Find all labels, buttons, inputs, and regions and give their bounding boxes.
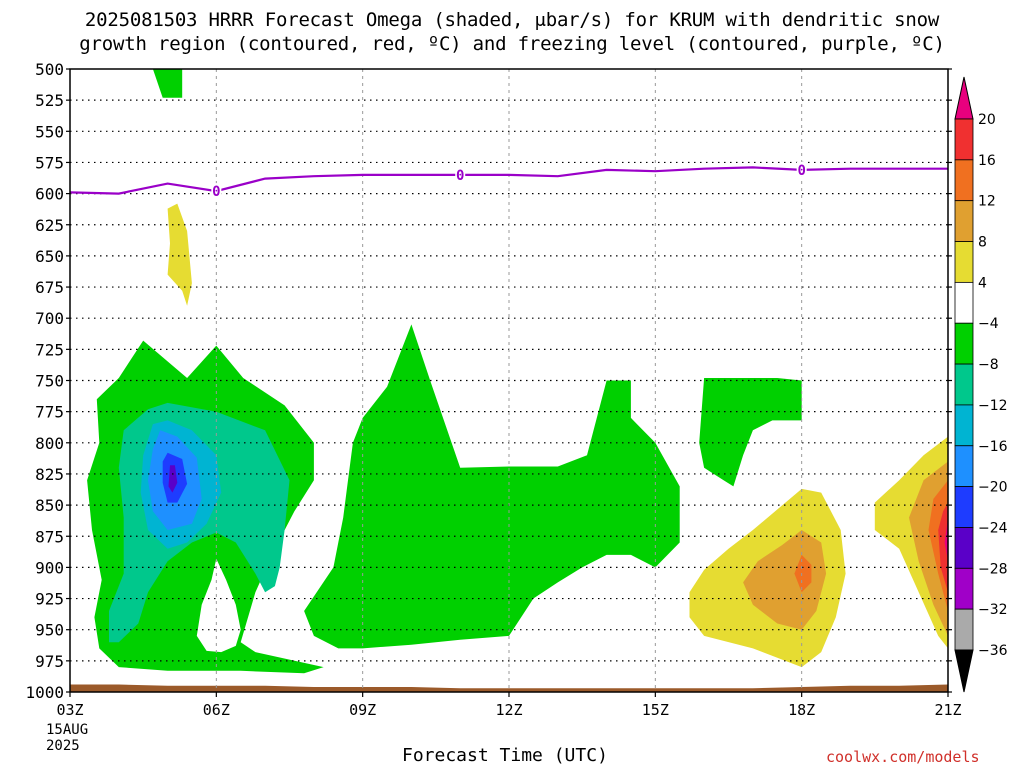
colorbar-label: 20 bbox=[978, 112, 996, 128]
y-tick-label: 525 bbox=[35, 91, 64, 110]
colorbar-label: 12 bbox=[978, 194, 996, 210]
x-tick-label: 21Z bbox=[934, 701, 961, 719]
chart-title: 2025081503 HRRR Forecast Omega (shaded, … bbox=[0, 8, 1024, 56]
y-tick-label: 800 bbox=[35, 434, 64, 453]
y-tick-label: 850 bbox=[35, 496, 64, 515]
colorbar-band bbox=[954, 445, 974, 488]
colorbar-label: −16 bbox=[978, 439, 1008, 455]
title-line-2: growth region (contoured, red, ºC) and f… bbox=[79, 33, 945, 55]
date-label: 15AUG 2025 bbox=[46, 722, 88, 754]
y-tick-label: 725 bbox=[35, 340, 64, 359]
colorbar-band bbox=[954, 241, 974, 283]
colorbar-band bbox=[954, 486, 974, 528]
y-tick-label: 1000 bbox=[25, 683, 64, 702]
colorbar: 20 16 12 8 4 −4 −8 −12 −16 −20 −24 −28 −32 −36 bbox=[954, 76, 1008, 693]
colorbar-band bbox=[954, 404, 974, 447]
date-day: 15AUG bbox=[46, 722, 89, 738]
colorbar-band bbox=[954, 322, 974, 365]
source-credit: coolwx.com/models bbox=[826, 748, 980, 766]
x-tick-label: 18Z bbox=[788, 701, 815, 719]
region-violet-left bbox=[168, 465, 178, 493]
grid-lines bbox=[70, 69, 948, 692]
colorbar-band bbox=[954, 608, 974, 651]
freezing-level-contour: 0 0 0 bbox=[69, 161, 948, 200]
y-tick-label: 975 bbox=[35, 652, 64, 671]
y-tick-label: 675 bbox=[35, 278, 64, 297]
y-tick-label: 500 bbox=[35, 60, 64, 79]
terrain-fill bbox=[70, 684, 948, 692]
colorbar-band bbox=[954, 200, 974, 242]
freezing-level-label-bg bbox=[211, 183, 222, 199]
colorbar-band bbox=[954, 527, 974, 569]
y-axis-ticks: 500 525 550 575 600 625 650 675 700 725 750 775 800 8… bbox=[25, 60, 952, 702]
x-tick-label: 12Z bbox=[495, 701, 522, 719]
colorbar-label: −8 bbox=[978, 357, 999, 373]
y-tick-label: 575 bbox=[35, 153, 64, 172]
freezing-level-label: 0 bbox=[212, 184, 220, 200]
region-magenta-edge bbox=[944, 517, 948, 562]
title-line-1: 2025081503 HRRR Forecast Omega (shaded, … bbox=[84, 9, 940, 31]
x-tick-label: 09Z bbox=[349, 701, 376, 719]
region-green-mid bbox=[304, 324, 680, 649]
region-green-right bbox=[699, 378, 802, 487]
y-tick-label: 950 bbox=[35, 621, 64, 640]
colorbar-band bbox=[954, 363, 974, 406]
freezing-level-label-bg bbox=[455, 166, 466, 182]
colorbar-label: −24 bbox=[978, 520, 1008, 536]
region-orange-right bbox=[743, 530, 827, 630]
colorbar-label: −28 bbox=[978, 561, 1008, 577]
colorbar-band bbox=[954, 118, 974, 161]
freezing-level-label: 0 bbox=[797, 163, 805, 179]
freezing-level-label: 0 bbox=[456, 168, 464, 184]
colorbar-label: 8 bbox=[978, 235, 987, 251]
colorbar-label: −20 bbox=[978, 480, 1008, 496]
y-tick-label: 900 bbox=[35, 558, 64, 577]
omega-shaded-regions bbox=[87, 69, 948, 674]
region-orange2-right bbox=[794, 554, 812, 593]
region-white-hole bbox=[196, 558, 241, 653]
colorbar-top-arrow bbox=[954, 76, 974, 120]
colorbar-label: 16 bbox=[978, 153, 996, 169]
y-tick-label: 700 bbox=[35, 309, 64, 328]
y-tick-label: 600 bbox=[35, 185, 64, 204]
region-red-edge bbox=[938, 502, 948, 593]
x-tick-label: 03Z bbox=[56, 701, 83, 719]
colorbar-label: −12 bbox=[978, 398, 1008, 414]
y-tick-label: 925 bbox=[35, 590, 64, 609]
y-tick-label: 875 bbox=[35, 527, 64, 546]
x-tick-label: 15Z bbox=[642, 701, 669, 719]
colorbar-band bbox=[954, 281, 974, 324]
x-axis-label: Forecast Time (UTC) bbox=[402, 745, 608, 766]
date-year: 2025 bbox=[46, 738, 80, 754]
region-yellow-mid bbox=[167, 203, 192, 306]
y-tick-label: 550 bbox=[35, 122, 64, 141]
y-tick-label: 625 bbox=[35, 216, 64, 235]
region-green-top bbox=[152, 69, 183, 98]
y-tick-label: 650 bbox=[35, 247, 64, 266]
x-tick-label: 06Z bbox=[203, 701, 230, 719]
y-tick-label: 750 bbox=[35, 372, 64, 391]
colorbar-band bbox=[954, 567, 974, 610]
y-tick-label: 775 bbox=[35, 403, 64, 422]
colorbar-label: −36 bbox=[978, 643, 1008, 659]
terrain-surface bbox=[70, 684, 948, 692]
y-tick-label: 825 bbox=[35, 465, 64, 484]
freezing-level-label-bg bbox=[796, 161, 807, 177]
colorbar-band bbox=[954, 159, 974, 202]
colorbar-label: −32 bbox=[978, 602, 1008, 618]
x-axis-ticks: 03Z 06Z 09Z 12Z 15Z 18Z 21Z bbox=[56, 692, 962, 719]
colorbar-bottom-arrow bbox=[954, 649, 974, 693]
colorbar-label: −4 bbox=[978, 316, 999, 332]
colorbar-label: 4 bbox=[978, 275, 987, 291]
